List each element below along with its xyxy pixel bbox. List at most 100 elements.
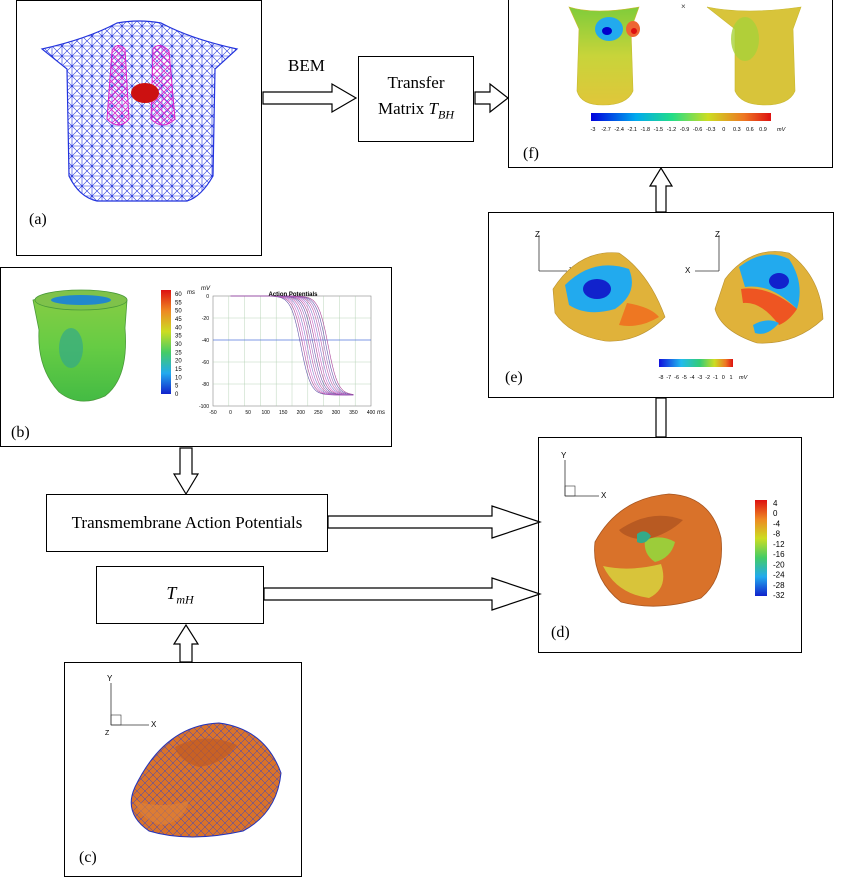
panel-b-label: (b)	[11, 424, 30, 441]
ap-x-unit: ms	[377, 410, 385, 416]
panel-f-scale-tick: 0.9	[759, 127, 767, 133]
ap-x-tick: 250	[314, 410, 323, 416]
panel-f-scale-tick: -0.9	[680, 127, 689, 133]
ap-x-tick: 200	[297, 410, 306, 416]
axis-triad-e1: Z X	[535, 230, 575, 275]
arrow-a-to-transfer	[262, 82, 358, 114]
ap-x-tick: -50	[209, 410, 216, 416]
panel-b-scale-tick: 20	[175, 359, 182, 365]
arrow-d-to-e	[655, 397, 667, 438]
panel-d-scale-tick: -12	[773, 540, 785, 549]
panel-e-scale-tick: -7	[666, 375, 671, 381]
panel-e-scale-unit: mV	[739, 375, 749, 381]
panel-e-scale-tick: -1	[713, 375, 718, 381]
arrow-tmh-to-d	[263, 577, 542, 611]
svg-text:X: X	[685, 266, 691, 275]
ap-x-ticks: -50 0 50 100 150 200 250 300 350 400	[209, 410, 375, 416]
panel-f-label: (f)	[523, 145, 539, 162]
arrow-c-to-tmh	[172, 623, 200, 663]
ap-x-tick: 0	[229, 410, 232, 416]
ap-x-tick: 300	[332, 410, 341, 416]
transfer-symbol: T	[428, 99, 438, 119]
panel-f-scale-unit: mV	[777, 127, 787, 133]
ap-curve	[230, 295, 354, 395]
svg-text:Z: Z	[535, 230, 540, 239]
ap-x-tick: 100	[261, 410, 270, 416]
transfer-subscript: BH	[438, 107, 454, 122]
tmh-box: TmH	[96, 566, 264, 624]
panel-d-scale-ticks: 40-4 -8-12-16-20 -24-28-32	[773, 499, 785, 600]
ap-x-tick: 50	[245, 410, 251, 416]
panel-f-scale-tick: -2.4	[614, 127, 623, 133]
panel-b-scale-tick: 35	[175, 334, 182, 340]
tmh-subscript: mH	[176, 592, 194, 607]
heart-mesh-image: Y X Z	[105, 674, 282, 838]
panel-f-scale-tick: -1.5	[654, 127, 663, 133]
ap-y-tick: -40	[202, 338, 209, 344]
action-potentials-plot: Action Potentials mV ms 0 -20 -40 -60 -80 -10…	[199, 286, 385, 416]
axis-triad-d: Y X	[561, 451, 607, 500]
panel-e: Z X Z X -8-7-6-5-4-3-2-1 01 mV (e)	[488, 212, 834, 398]
ap-y-ticks: 0 -20 -40 -60 -80 -100	[199, 294, 209, 410]
panel-d-scale-tick: -24	[773, 571, 785, 580]
panel-b-scale-tick: 30	[175, 342, 182, 348]
svg-text:X: X	[151, 720, 157, 729]
panel-e-scale-tick: -5	[682, 375, 687, 381]
ap-x-tick: 350	[349, 410, 358, 416]
tmh-symbol: T	[166, 582, 177, 603]
svg-text:Z: Z	[715, 230, 720, 239]
panel-f-scale-ticks: -3 -2.7 -2.4 -2.1 -1.8 -1.5 -1.2 -0.9 -0.6 -0.3 0 0…	[591, 127, 787, 133]
transfer-line2: Matrix	[378, 99, 429, 119]
panel-d-scale-tick: -16	[773, 550, 785, 559]
panel-d-scale-tick: -20	[773, 560, 785, 569]
ap-y-tick: -100	[199, 404, 209, 410]
panel-b: 60 55 50 45 40 35 30 25 20 15 10 5 0 ms Action Potent…	[0, 267, 392, 447]
panel-e-scale-tick: -4	[690, 375, 695, 381]
panel-f-scale-tick: -2.1	[627, 127, 636, 133]
body-surface-map-image: × -3 -2.7 -2.4 -2.1 -1.8 -1.5 -1.2 -0.9 -0.6 -0.3…	[568, 2, 802, 133]
axis-triad-c: Y X Z	[105, 674, 157, 737]
panel-d-scale-tick: -28	[773, 581, 785, 590]
panel-d-scale-tick: -4	[773, 519, 781, 528]
panel-d: Y X 4 0 -4 -8 -12 -16 -20 -24 -28 -32 (d)	[538, 437, 802, 653]
panel-e-scale-ticks: -8 -7 -6 -5 -4 -3 -2 -1 0 1 mV	[659, 375, 749, 381]
panel-f-scale-tick: -2.7	[601, 127, 610, 133]
svg-text:×: ×	[681, 2, 686, 11]
svg-text:Y: Y	[561, 451, 567, 460]
panel-f-scale-tick: -0.6	[693, 127, 702, 133]
ap-y-tick: 0	[206, 294, 209, 300]
panel-d-scale-tick: -8	[773, 530, 781, 539]
panel-e-scale-tick: 1	[729, 375, 732, 381]
panel-b-scale-unit: ms	[187, 290, 195, 296]
svg-text:Y: Y	[107, 674, 113, 683]
panel-b-scale-tick: 5	[175, 384, 179, 390]
panel-b-scale-tick: 40	[175, 325, 182, 331]
panel-f: × -3 -2.7 -2.4 -2.1 -1.8 -1.5 -1.2 -0.9 -0.6 -0.3…	[508, 0, 833, 168]
transfer-line1: Transfer	[387, 73, 445, 93]
panel-f-scale-tick: 0.3	[733, 127, 741, 133]
panel-d-label: (d)	[551, 624, 570, 641]
panel-f-scale-tick: -3	[591, 127, 596, 133]
transmembrane-ap-text: Transmembrane Action Potentials	[71, 513, 303, 532]
panel-f-scale-tick: -1.8	[641, 127, 650, 133]
arrow-b-to-tap	[172, 447, 200, 496]
panel-f-scale-tick: 0	[722, 127, 725, 133]
panel-b-scale-tick: 10	[175, 375, 182, 381]
panel-a: (a)	[16, 0, 262, 256]
transmembrane-ap-box: Transmembrane Action Potentials	[46, 494, 328, 552]
svg-text:Z: Z	[105, 730, 110, 737]
panel-f-scale-tick: 0.6	[746, 127, 754, 133]
panel-e-scale-tick: 0	[722, 375, 725, 381]
panel-d-scale-tick: -32	[773, 591, 785, 600]
panel-a-label: (a)	[29, 211, 47, 228]
panel-b-color-scale	[161, 290, 171, 394]
transfer-matrix-box: Transfer Matrix TBH	[358, 56, 474, 142]
panel-e-color-scale	[659, 359, 733, 367]
panel-f-scale-tick: -1.2	[667, 127, 676, 133]
panel-b-scale-tick: 55	[175, 300, 182, 306]
epicardial-map-image: Y X 40-4 -8-12-16-20 -24-28-32	[561, 451, 785, 607]
torso-mesh-image	[40, 20, 239, 202]
bem-label: BEM	[288, 56, 325, 75]
